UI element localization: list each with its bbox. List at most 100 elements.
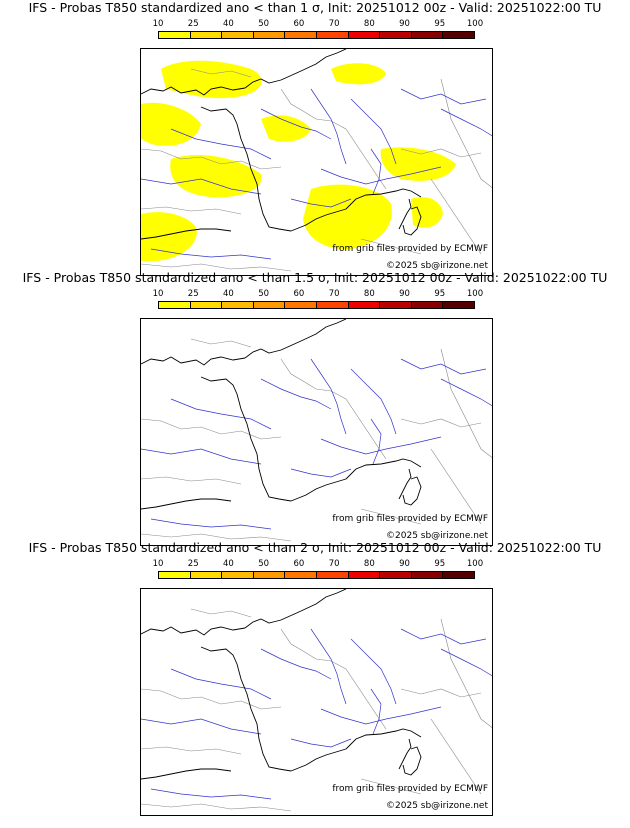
- river-line: [370, 148, 382, 195]
- colorbar-tick-label: 10: [152, 289, 164, 299]
- admin-border-line: [360, 508, 422, 525]
- source-credit: from grib files provided by ECMWF: [332, 244, 488, 254]
- river-line: [400, 628, 487, 645]
- river-line: [170, 398, 272, 430]
- copyright-credit: ©2025 sb@irizone.net: [386, 261, 488, 271]
- river-line: [260, 648, 332, 680]
- admin-border-line: [360, 778, 422, 795]
- colorbar-swatch: [253, 32, 286, 38]
- river-line: [141, 718, 262, 735]
- coastline: [244, 348, 282, 359]
- river-line: [320, 436, 442, 455]
- admin-border-line: [440, 78, 492, 188]
- river-line: [260, 108, 332, 140]
- map-panel-1: IFS - Probas T850 standardized ano < tha…: [0, 0, 630, 276]
- river-line: [150, 518, 272, 530]
- colorbar-tick-label: 60: [293, 19, 305, 29]
- colorbar-tick-label: 70: [328, 19, 340, 29]
- anomaly-area: [411, 197, 443, 228]
- river-line: [150, 248, 272, 260]
- colorbar-tick-label: 50: [258, 19, 270, 29]
- colorbar-swatch: [380, 302, 412, 308]
- admin-border-line: [430, 718, 482, 795]
- admin-border-line: [400, 418, 482, 428]
- admin-border-line: [141, 263, 292, 272]
- river-line: [170, 128, 272, 160]
- coastline: [280, 49, 347, 81]
- anomaly-area: [141, 102, 201, 146]
- river-line: [350, 368, 397, 435]
- map-drawing: [141, 49, 492, 272]
- colorbar-swatch: [222, 572, 254, 578]
- admin-border-line: [141, 148, 282, 170]
- river-line: [290, 468, 352, 478]
- colorbar-tick-label: 95: [434, 559, 446, 569]
- colorbar-boxes: [158, 31, 475, 39]
- admin-border-line: [190, 608, 252, 618]
- river-line: [290, 198, 352, 208]
- river-line: [350, 638, 397, 705]
- colorbar-swatch: [222, 32, 254, 38]
- colorbar-swatch: [190, 302, 223, 308]
- colorbar: 10 25 40 50 60 70 80 90 95 100: [153, 289, 483, 312]
- coastline: [345, 188, 422, 210]
- coastline: [398, 738, 412, 770]
- coastline: [290, 208, 347, 232]
- anomaly-area: [141, 212, 197, 261]
- coastline: [345, 458, 422, 480]
- map-drawing: [141, 589, 492, 812]
- river-line: [310, 88, 347, 165]
- river-line: [440, 648, 492, 677]
- colorbar-tick-label: 100: [466, 19, 484, 29]
- source-credit: from grib files provided by ECMWF: [332, 514, 488, 524]
- colorbar-tick-label: 25: [187, 559, 199, 569]
- colorbar: 10 25 40 50 60 70 80 90 95 100: [153, 19, 483, 42]
- colorbar-boxes: [158, 301, 475, 309]
- coastline: [141, 498, 232, 510]
- admin-border-line: [190, 68, 252, 78]
- map-panel-3: IFS - Probas T850 standardized ano < tha…: [0, 540, 630, 816]
- anomaly-area: [161, 60, 262, 99]
- coastline: [280, 319, 347, 351]
- coastline: [398, 198, 412, 230]
- colorbar-tick-label: 50: [258, 559, 270, 569]
- colorbar-labels: 10 25 40 50 60 70 80 90 95 100: [153, 559, 484, 569]
- colorbar-boxes: [158, 571, 475, 579]
- colorbar-swatch: [411, 302, 444, 308]
- admin-border-line: [400, 148, 482, 158]
- colorbar-swatch: [285, 302, 317, 308]
- colorbar-tick-label: 10: [152, 559, 164, 569]
- colorbar-tick-label: 50: [258, 289, 270, 299]
- colorbar-swatch: [348, 32, 381, 38]
- colorbar-swatch: [222, 302, 254, 308]
- colorbar-tick-label: 25: [187, 19, 199, 29]
- river-line: [400, 88, 487, 105]
- anomaly-area: [380, 147, 456, 181]
- colorbar-swatch: [159, 32, 191, 38]
- coastline: [290, 748, 347, 772]
- copyright-credit: ©2025 sb@irizone.net: [386, 531, 488, 541]
- admin-border-line: [440, 618, 492, 728]
- colorbar-swatch: [443, 302, 474, 308]
- panel-title: IFS - Probas T850 standardized ano < tha…: [28, 0, 602, 15]
- colorbar-swatch: [253, 572, 286, 578]
- admin-border-line: [141, 746, 242, 755]
- colorbar-tick-label: 80: [363, 19, 375, 29]
- colorbar-tick-label: 60: [293, 289, 305, 299]
- river-line: [400, 358, 487, 375]
- river-line: [141, 448, 262, 465]
- colorbar-tick-label: 95: [434, 289, 446, 299]
- coastline: [402, 476, 422, 506]
- admin-border-line: [141, 803, 292, 812]
- colorbar-tick-label: 100: [466, 289, 484, 299]
- admin-border-line: [430, 178, 482, 255]
- anomaly-area: [261, 115, 311, 142]
- admin-border-line: [190, 338, 252, 348]
- river-line: [290, 738, 352, 748]
- river-line: [310, 628, 347, 705]
- admin-border-line: [141, 418, 282, 440]
- coastline: [200, 376, 292, 502]
- river-line: [150, 788, 272, 800]
- admin-border-line: [360, 238, 422, 255]
- map-panel-2: IFS - Probas T850 standardized ano < tha…: [0, 270, 630, 546]
